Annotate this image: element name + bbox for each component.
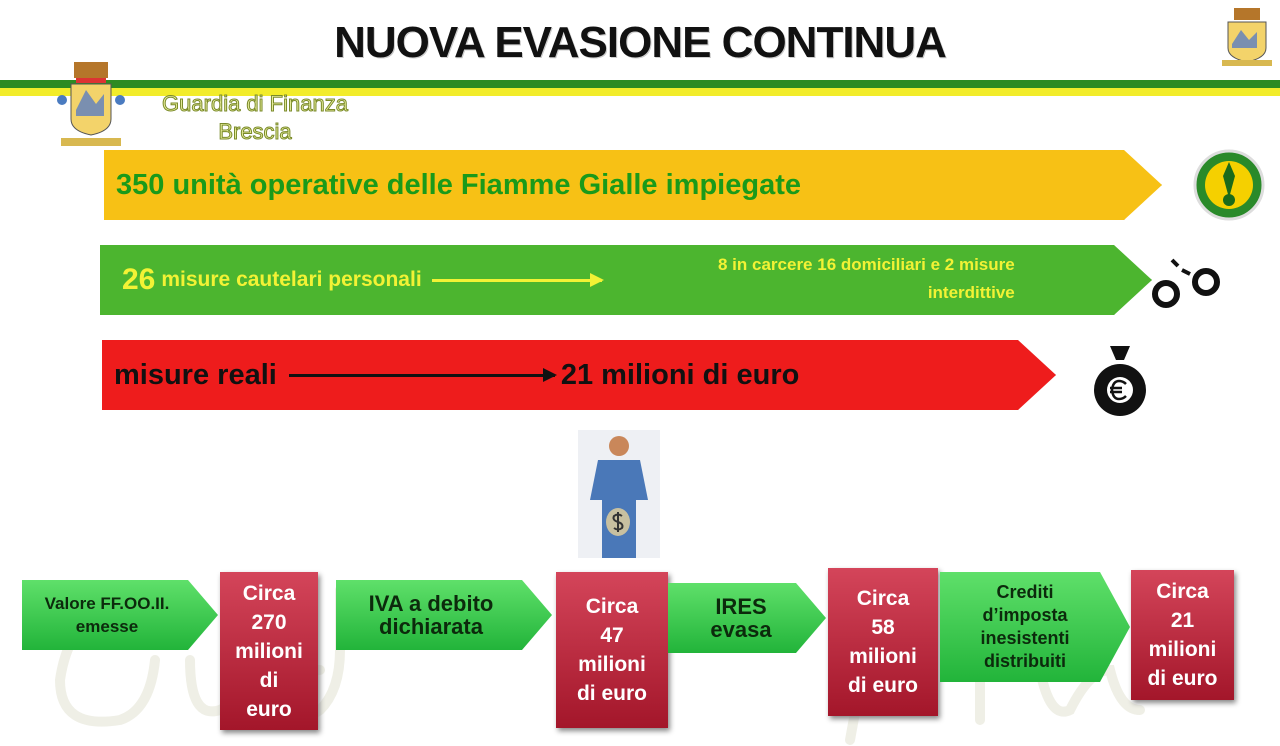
handcuffs-icon: [1152, 258, 1220, 308]
organization-name: Guardia di Finanza Brescia: [162, 91, 349, 145]
flow-value-ires: Circa 58 milioni di euro: [828, 568, 938, 716]
measures-count: 26: [122, 263, 156, 296]
real-measures-value: 21 milioni di euro: [560, 358, 800, 391]
page-title: NUOVA EVASIONE CONTINUA: [334, 18, 947, 67]
businessman-with-money-bag-icon: [578, 430, 660, 558]
coat-of-arms-icon: [57, 62, 125, 146]
fiamme-gialle-emblem-icon: [1193, 149, 1265, 221]
measures-detail: 8 in carcere 16 domiciliari e 2 misure in…: [718, 255, 1015, 302]
flow-step-ires: IRES evasa: [668, 583, 826, 653]
bar-real-measures: misure reali 21 milioni di euro: [102, 340, 1056, 410]
flow-step-credits: Crediti d’imposta inesistenti distribuit…: [940, 572, 1130, 682]
flow-value-credits: Circa 21 milioni di euro: [1131, 570, 1234, 700]
units-text: 350 unità operative delle Fiamme Gialle …: [116, 168, 801, 201]
bar-units: 350 unità operative delle Fiamme Gialle …: [104, 150, 1162, 220]
flow-value-invoices: Circa 270 milioni di euro: [220, 572, 318, 730]
divider-yellow: [0, 88, 1280, 96]
arrow-line: [432, 279, 602, 282]
measures-text: misure cautelari personali: [161, 268, 422, 291]
flow-value-vat: Circa 47 milioni di euro: [556, 572, 668, 728]
money-bag-icon: [1094, 346, 1146, 416]
arrow-line: [289, 374, 555, 377]
coat-of-arms-small-icon: [1222, 8, 1272, 66]
flow-step-invoices: Valore FF.OO.II. emesse: [22, 580, 218, 650]
divider-green: [0, 80, 1280, 88]
flow-step-vat: IVA a debito dichiarata: [336, 580, 552, 650]
real-measures-text: misure reali: [114, 358, 277, 391]
bar-personal-measures: 26 misure cautelari personali 8 in carce…: [100, 245, 1152, 315]
